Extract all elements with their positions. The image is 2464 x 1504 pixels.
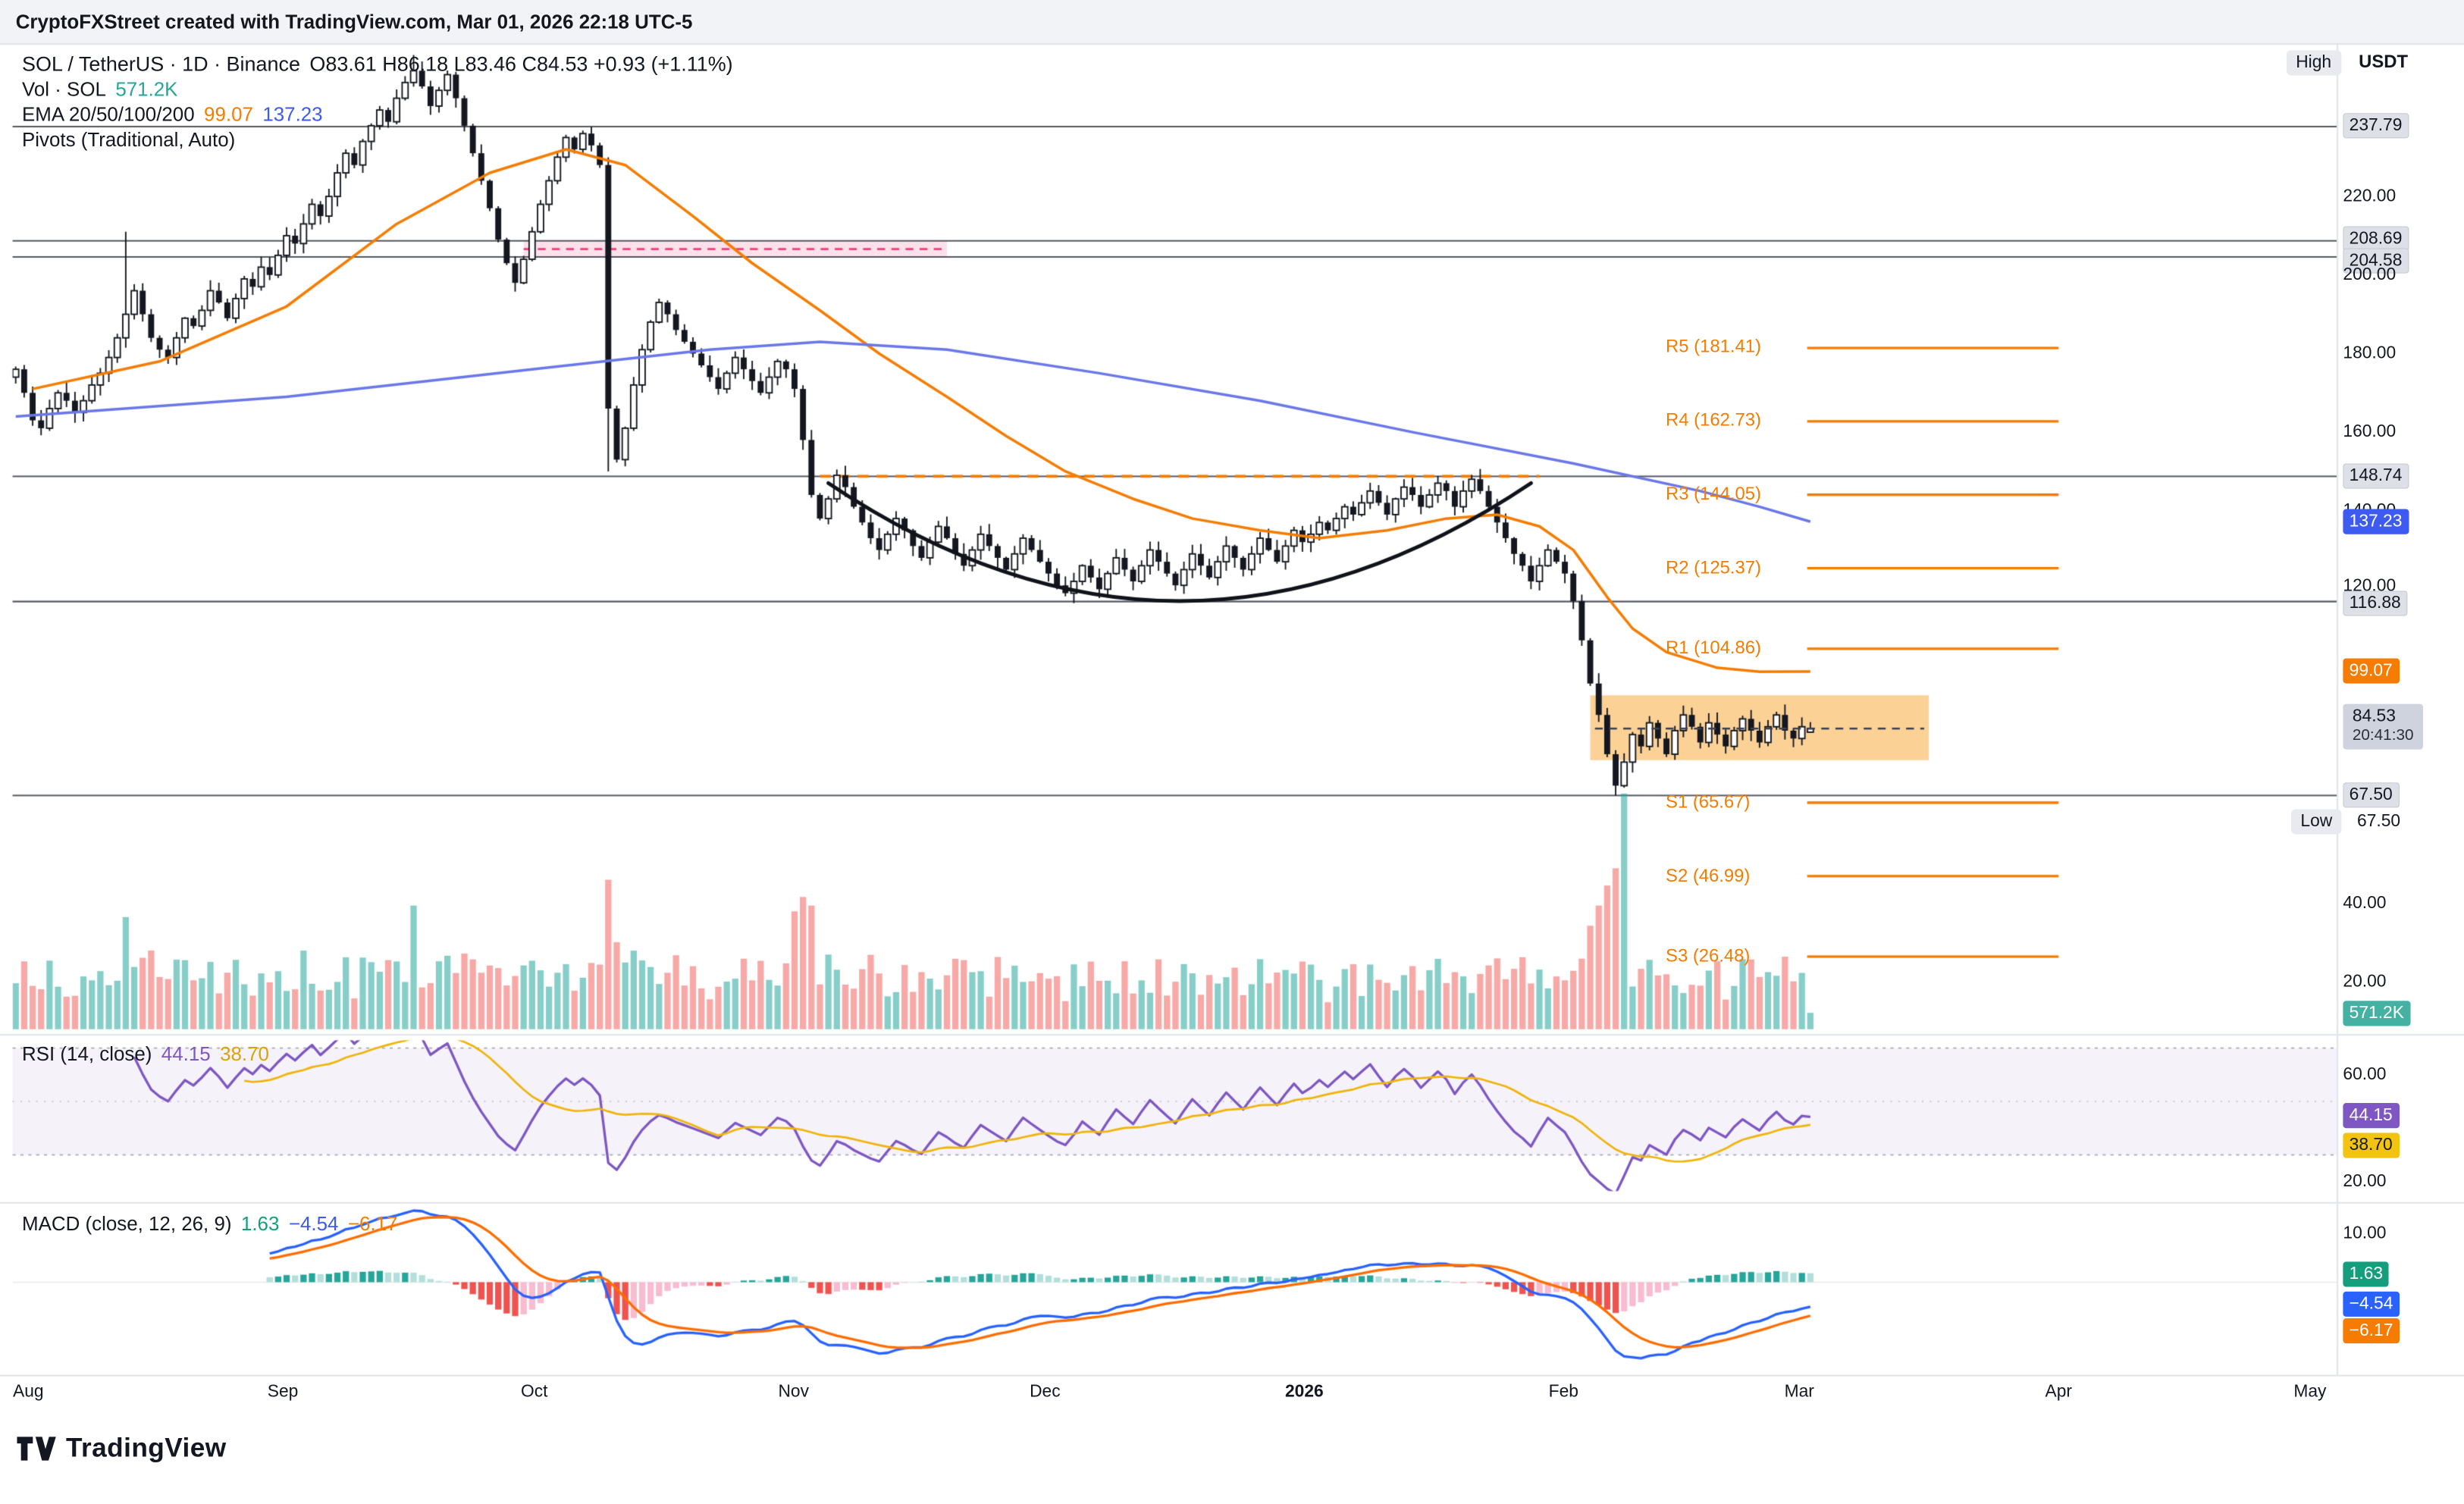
main-legend: SOL / TetherUS · 1D · Binance O83.61 H86.… [22, 52, 742, 152]
time-axis-label-may: May [2293, 1382, 2327, 1402]
time-axis-label-oct: Oct [520, 1382, 548, 1402]
volume-legend-label[interactable]: Vol · SOL [22, 78, 106, 101]
low-value-label: 67.50 [2357, 812, 2401, 832]
time-axis-label-sep: Sep [267, 1382, 299, 1402]
pivot-label-s3: S3 (26.48) [1666, 947, 1751, 967]
pivot-label-s1: S1 (65.67) [1666, 793, 1751, 813]
attribution-text: CryptoFXStreet created with TradingView.… [15, 11, 693, 33]
axis-label-148.74: 148.74 [2343, 463, 2409, 489]
axis-label-200.00: 200.00 [2343, 265, 2397, 285]
macd-hist-value: 1.63 [240, 1213, 280, 1236]
time-axis-label-feb: Feb [1548, 1382, 1578, 1402]
axis-label-20.00: 20.00 [2343, 973, 2387, 992]
rsi-badge: 44.15 [2343, 1103, 2400, 1129]
axis-label-10.00: 10.00 [2343, 1224, 2387, 1243]
macd-legend-label[interactable]: MACD (close, 12, 26, 9) [22, 1213, 232, 1236]
axis-label-237.79: 237.79 [2343, 113, 2409, 139]
macd-legend: MACD (close, 12, 26, 9) 1.63 −4.54 −6.17 [22, 1211, 407, 1236]
ema-fast-price-badge: 99.07 [2343, 658, 2400, 684]
ema-legend-label[interactable]: EMA 20/50/100/200 [22, 103, 195, 126]
pivot-label-r2: R2 (125.37) [1666, 558, 1761, 578]
rsi-ma-value: 38.70 [220, 1043, 269, 1066]
macd-hist-badge: 1.63 [2343, 1261, 2390, 1287]
rsi-value: 44.15 [161, 1043, 211, 1066]
axis-label-220.00: 220.00 [2343, 186, 2397, 206]
tradingview-footer[interactable]: TradingView [16, 1433, 227, 1464]
tradingview-logo-text: TradingView [66, 1433, 227, 1463]
symbol-title[interactable]: SOL / TetherUS · 1D · Binance [22, 52, 300, 76]
time-axis-label-dec: Dec [1030, 1382, 1061, 1402]
macd-signal-badge: −6.17 [2343, 1318, 2400, 1344]
ohlc-values: O83.61 H86.18 L83.46 C84.53 +0.93 (+1.11… [309, 52, 733, 76]
tradingview-logo-icon [17, 1437, 56, 1461]
rsi-ma-badge: 38.70 [2343, 1133, 2400, 1158]
currency-label: USDT [2359, 53, 2409, 73]
pivot-label-r4: R4 (162.73) [1666, 412, 1761, 431]
axis-label-60.00: 60.00 [2343, 1065, 2387, 1085]
ema-slow-value: 137.23 [262, 103, 323, 126]
time-axis-label-mar: Mar [1784, 1382, 1814, 1402]
time-axis-label-apr: Apr [2045, 1382, 2072, 1402]
axis-label-40.00: 40.00 [2343, 894, 2387, 913]
axis-label-208.69: 208.69 [2343, 226, 2409, 252]
pivot-label-r3: R3 (144.05) [1666, 485, 1761, 505]
volume-legend-value: 571.2K [115, 78, 178, 101]
macd-signal-value: −6.17 [347, 1213, 398, 1236]
axis-label-180.00: 180.00 [2343, 343, 2397, 363]
pivots-legend-label[interactable]: Pivots (Traditional, Auto) [22, 128, 236, 151]
pivot-label-r5: R5 (181.41) [1666, 338, 1761, 358]
pivot-label-r1: R1 (104.86) [1666, 639, 1761, 659]
axis-label-204.58: 204.58 [2343, 248, 2409, 274]
axis-label-67.50: 67.50 [2343, 782, 2400, 808]
macd-line-badge: −4.54 [2343, 1291, 2400, 1317]
rsi-legend-label[interactable]: RSI (14, close) [22, 1043, 152, 1066]
macd-line-value: −4.54 [288, 1213, 339, 1236]
rsi-legend: RSI (14, close) 44.15 38.70 [22, 1042, 278, 1067]
pivot-label-s2: S2 (46.99) [1666, 866, 1751, 885]
volume-badge: 571.2K [2343, 1001, 2411, 1026]
axis-label-20.00: 20.00 [2343, 1172, 2387, 1192]
time-axis-label-2026: 2026 [1284, 1382, 1324, 1402]
axis-label-116.88: 116.88 [2343, 591, 2408, 616]
ema-slow-price-badge: 137.23 [2343, 509, 2409, 534]
axis-label-160.00: 160.00 [2343, 422, 2397, 442]
ema-fast-value: 99.07 [204, 103, 253, 126]
last-price-badge: 84.53 20:41:30 [2343, 703, 2423, 750]
high-range-badge: High [2286, 50, 2341, 76]
low-range-badge: Low [2290, 809, 2342, 835]
time-axis-label-nov: Nov [778, 1382, 809, 1402]
time-axis-label-aug: Aug [13, 1382, 44, 1402]
